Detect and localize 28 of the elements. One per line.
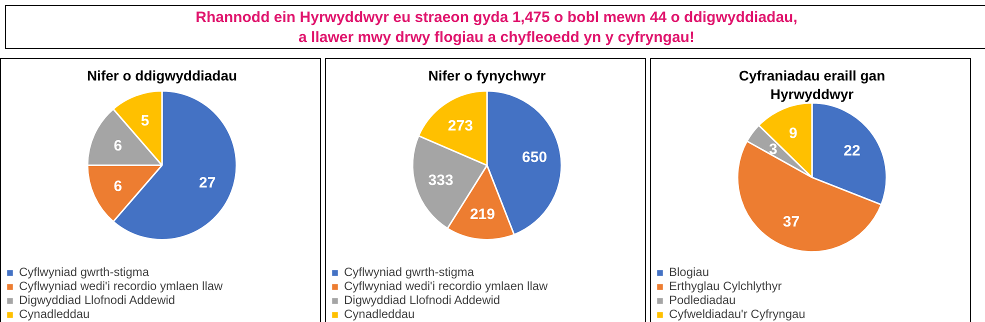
legend-label: Podlediadau: [669, 293, 736, 307]
data-label: 3: [769, 140, 778, 158]
legend-label: Cyflwyniad gwrth-stigma: [344, 265, 474, 279]
data-label: 37: [782, 214, 800, 231]
text: Rhannodd ein Hyrwyddwyr eu straeon gyda 1,475 o bobl mewn 44 o ddigwyddiadau, a llawer mwy drwy flogiau a chyfleoedd yn y cyfryngau!: [196, 8, 798, 48]
chart-title: Nifer o ddigwyddiadau: [86, 68, 238, 84]
legend-label: Blogiau: [669, 265, 710, 279]
data-label: 6: [114, 178, 122, 195]
data-label: 333: [428, 172, 454, 190]
legend-label: Cyfweldiadau'r Cyfryngau: [669, 307, 806, 321]
legend-label: Erthyglau Cylchlythyr: [669, 279, 782, 293]
legend-label: Cyflwyniad gwrth-stigma: [19, 265, 150, 279]
data-label: 5: [140, 112, 150, 130]
legend-label: Digwyddiad Llofnodi Addewid: [19, 293, 176, 307]
legend-label: Cyflwyniad wedi'i recordio ymlaen llaw: [344, 279, 548, 293]
legend-label: Cyflwyniad wedi'i recordio ymlaen llaw: [19, 279, 223, 293]
chart-title: Nifer o fynychwyr: [428, 68, 546, 84]
legend-label: Digwyddiad Llofnodi Addewid: [344, 293, 500, 307]
legend-label: Cynadleddau: [19, 307, 90, 321]
data-label: 27: [199, 174, 216, 192]
data-label: 273: [448, 117, 473, 134]
data-label: 219: [470, 206, 495, 224]
data-label: 6: [114, 138, 122, 155]
legend-label: Cynadleddau: [344, 307, 415, 321]
data-label: 22: [844, 142, 860, 160]
chart-title: Cyfraniadau eraill gan Hyrwyddwyr: [738, 68, 886, 102]
data-label: 650: [522, 148, 548, 166]
data-label: 9: [789, 125, 798, 142]
